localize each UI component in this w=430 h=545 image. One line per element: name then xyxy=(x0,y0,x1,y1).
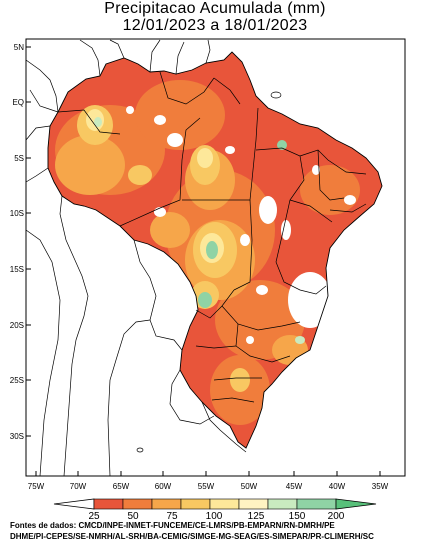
legend-label: 150 xyxy=(289,511,306,522)
y-tick-label: 30S xyxy=(10,432,24,441)
legend-swatch xyxy=(151,498,182,510)
x-tick-label: 40W xyxy=(329,482,346,491)
legend-swatch xyxy=(93,498,124,510)
legend-label: 50 xyxy=(127,511,139,522)
state-borders xyxy=(57,71,367,403)
x-tick-label: 35W xyxy=(372,482,389,491)
legend-swatch xyxy=(122,498,153,510)
legend-label: 200 xyxy=(328,511,345,522)
color-legend: 25 50 75 100 125 150 200 xyxy=(53,498,377,522)
y-tick-label: EQ xyxy=(12,98,24,107)
legend-label: 100 xyxy=(206,511,223,522)
y-tick-label: 15S xyxy=(10,265,24,274)
data-sources-line-2: DHME/PI-CEPES/SE-NMRH/AL-SRH/BA-CEMIG/SI… xyxy=(10,532,374,541)
y-tick-label: 10S xyxy=(10,209,24,218)
graticule-ticks xyxy=(26,46,381,476)
x-tick-label: 55W xyxy=(198,482,215,491)
y-tick-label: 20S xyxy=(10,321,24,330)
x-tick-label: 65W xyxy=(113,482,130,491)
x-tick-label: 50W xyxy=(241,482,258,491)
x-tick-label: 75W xyxy=(28,482,45,491)
legend-high-arrow xyxy=(335,498,377,510)
y-tick-label: 5S xyxy=(14,154,24,163)
legend-swatch xyxy=(209,498,240,510)
data-sources-line-1: Fontes de dados: CMCD/INPE-INMET-FUNCEME… xyxy=(10,521,335,530)
legend-swatch xyxy=(296,498,337,510)
map-date-range: 12/01/2023 a 18/01/2023 xyxy=(122,17,308,34)
legend-swatch xyxy=(238,498,269,510)
x-tick-label: 45W xyxy=(286,482,303,491)
island xyxy=(270,91,282,99)
island xyxy=(136,447,144,453)
map-title: Precipitacao Acumulada (mm) xyxy=(104,0,326,17)
y-tick-label: 25S xyxy=(10,376,24,385)
country-borders xyxy=(25,39,247,477)
legend-swatch xyxy=(267,498,298,510)
legend-label: 25 xyxy=(88,511,100,522)
legend-low-arrow xyxy=(53,498,95,510)
x-tick-label: 70W xyxy=(70,482,87,491)
x-tick-label: 60W xyxy=(155,482,172,491)
legend-swatch xyxy=(180,498,211,510)
legend-label: 75 xyxy=(166,511,178,522)
legend-label: 125 xyxy=(248,511,265,522)
y-tick-label: 5N xyxy=(14,43,24,52)
